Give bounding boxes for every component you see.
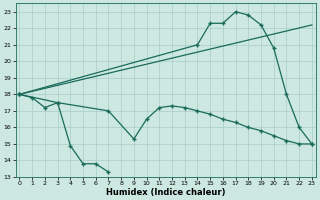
- X-axis label: Humidex (Indice chaleur): Humidex (Indice chaleur): [106, 188, 225, 197]
